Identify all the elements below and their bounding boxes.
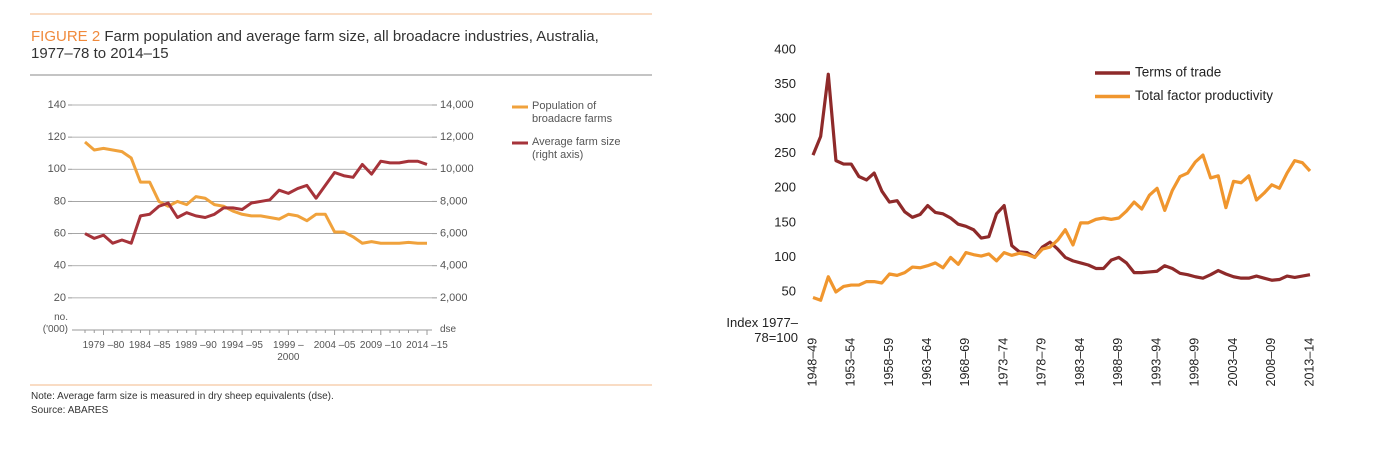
- chart-title: Farm population and average farm size, a…: [31, 28, 599, 63]
- x-tick-label: 1979 –80: [82, 340, 125, 351]
- y-tick-label: 200: [774, 180, 796, 195]
- legend-label: Average farm size (right axis): [532, 136, 621, 161]
- note: Note: Average farm size is measured in d…: [31, 391, 334, 402]
- y-tick-label: 100: [774, 249, 796, 264]
- x-tick-label: 1953–54: [844, 338, 858, 387]
- x-tick-label: 1963–64: [920, 338, 934, 387]
- y-tick-label: 100: [48, 163, 66, 175]
- figure-title-block: FIGURE 2 Farm population and average far…: [31, 28, 631, 63]
- x-tick-label: 1978–79: [1035, 338, 1049, 387]
- series-line: [811, 72, 1311, 282]
- x-tick-label: 1984 –85: [128, 340, 171, 351]
- y-tick-label: 80: [54, 195, 66, 207]
- y2-tick-label: 2,000: [440, 292, 468, 304]
- source: Source: ABARES: [31, 405, 109, 416]
- series-line: [812, 153, 1312, 302]
- x-tick-label: 2014 –15: [406, 340, 448, 351]
- y-tick-label: 350: [774, 76, 796, 91]
- y-tick-label: 20: [54, 292, 66, 304]
- y-tick-label: 120: [48, 131, 66, 143]
- x-tick-label: 1948–49: [805, 338, 819, 387]
- y2-tick-label: 14,000: [440, 99, 474, 111]
- x-tick-label: 2009 –10: [359, 340, 402, 351]
- x-tick-label: 1999 –2000: [273, 340, 304, 363]
- y-axis-label: no. ('000): [42, 312, 68, 335]
- x-tick-label: 1973–74: [996, 338, 1010, 387]
- series-line: [84, 159, 428, 245]
- y-tick-label: 400: [774, 41, 796, 56]
- y-tick-label: 250: [774, 145, 796, 160]
- y2-tick-label: 4,000: [440, 260, 468, 272]
- x-tick-label: 1968–69: [958, 338, 972, 387]
- y2-tick-label: 12,000: [440, 131, 474, 143]
- y-tick-label: 300: [774, 111, 796, 126]
- y-tick-label: 50: [782, 283, 796, 298]
- x-tick-label: 2013–14: [1302, 338, 1316, 387]
- y-tick-label: 60: [54, 227, 66, 239]
- x-tick-label: 1998–99: [1188, 338, 1202, 387]
- y2-axis-label: dse: [440, 324, 457, 335]
- x-tick-label: 2008–09: [1264, 338, 1278, 387]
- x-tick-label: 1988–89: [1111, 338, 1125, 387]
- legend-label: Total factor productivity: [1135, 88, 1273, 103]
- legend-label: Population of broadacre farms: [532, 100, 613, 125]
- y-tick-label: 140: [48, 99, 66, 111]
- y-tick-label: 150: [774, 214, 796, 229]
- x-tick-label: 2003–04: [1226, 338, 1240, 387]
- series-line: [84, 140, 427, 245]
- y2-tick-label: 10,000: [440, 163, 474, 175]
- x-tick-label: 1989 –90: [175, 340, 217, 351]
- legend-label: Terms of trade: [1135, 65, 1221, 80]
- y-axis-label: Index 1977–78=100: [726, 314, 798, 345]
- x-tick-label: 1994 –95: [221, 340, 263, 351]
- x-tick-label: 1983–84: [1073, 338, 1087, 387]
- y2-tick-label: 6,000: [440, 227, 468, 239]
- x-tick-label: 1958–59: [882, 338, 896, 387]
- y2-tick-label: 8,000: [440, 195, 468, 207]
- x-tick-label: 1993–94: [1149, 338, 1163, 387]
- y-tick-label: 40: [54, 260, 66, 272]
- figure-label: FIGURE 2: [31, 28, 101, 45]
- x-tick-label: 2004 –05: [313, 340, 356, 351]
